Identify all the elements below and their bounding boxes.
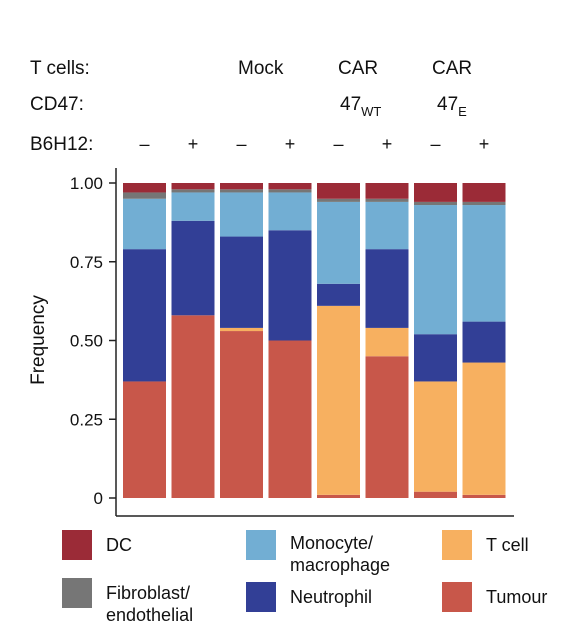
bar-segment-monocyte [171,192,215,221]
bar-segment-monocyte [414,205,457,335]
bar-segment-fibroblast [171,189,215,193]
bar-segment-tumour [365,356,409,498]
y-tick-label: 0.75 [70,253,103,272]
header-label-b6h12: B6H12: [30,134,93,155]
header-cd47-wt: 47WT [340,94,381,119]
bar-segment-t-cell [220,327,263,332]
bar-segment-monocyte [123,198,166,250]
bar-segment-dc [123,183,166,193]
header-label-cd47: CD47: [30,94,84,115]
b6h12-value: – [430,134,440,154]
header-tcells-car-wt: CAR [338,58,378,79]
bar-segment-dc [171,183,215,190]
bar-segment-monocyte [365,201,409,250]
b6h12-value: + [188,134,199,154]
header-cd47-e: 47E [437,94,467,119]
bar-segment-fibroblast [220,189,263,193]
b6h12-value: – [236,134,246,154]
bar-segment-neutrophil [317,283,360,306]
bar-segment-neutrophil [268,230,312,341]
bar-segment-tumour [220,331,263,498]
bar-segment-monocyte [268,192,312,231]
header-tcells-car-e: CAR [432,58,472,79]
bar-segment-tumour [462,494,506,498]
bar-segment-dc [220,183,263,190]
bar-segment-dc [462,183,506,202]
y-axis-title: Frequency [28,295,49,385]
bar-segment-dc [268,183,312,190]
bar-segment-t-cell [462,362,506,495]
bar-segment-dc [317,183,360,199]
bar-segment-tumour [268,340,312,498]
bar-segment-t-cell [365,327,409,357]
b6h12-value: + [382,134,393,154]
bar-segment-neutrophil [462,321,506,363]
bar-segment-fibroblast [414,201,457,206]
bar-segment-neutrophil [171,220,215,316]
bar-segment-fibroblast [365,198,409,202]
bar-segment-tumour [123,381,166,498]
bar-segment-dc [365,183,409,199]
b6h12-value: + [285,134,296,154]
y-tick-label: 0.25 [70,410,103,429]
bar-segment-fibroblast [462,201,506,206]
b6h12-value: – [333,134,343,154]
y-tick-label: 0 [94,489,103,508]
bar-segment-tumour [414,491,457,498]
bar-segment-fibroblast [123,192,166,199]
header-tcells-mock: Mock [238,58,284,79]
bar-segment-t-cell [414,381,457,492]
y-tick-label: 1.00 [70,174,103,193]
b6h12-value: – [139,134,149,154]
bar-segment-neutrophil [414,334,457,382]
header-label-tcells: T cells: [30,58,90,79]
bar-segment-neutrophil [365,249,409,328]
bar-segment-fibroblast [317,198,360,202]
bar-segment-neutrophil [220,236,263,328]
bar-segment-t-cell [317,305,360,495]
b6h12-value: + [479,134,490,154]
bar-segment-monocyte [220,192,263,237]
bar-segment-monocyte [462,205,506,322]
bar-segment-tumour [171,315,215,498]
bar-segment-fibroblast [268,189,312,193]
bar-segment-tumour [317,494,360,498]
bar-segment-monocyte [317,201,360,284]
bar-segment-dc [414,183,457,202]
y-tick-label: 0.50 [70,332,103,351]
bar-segment-neutrophil [123,249,166,382]
